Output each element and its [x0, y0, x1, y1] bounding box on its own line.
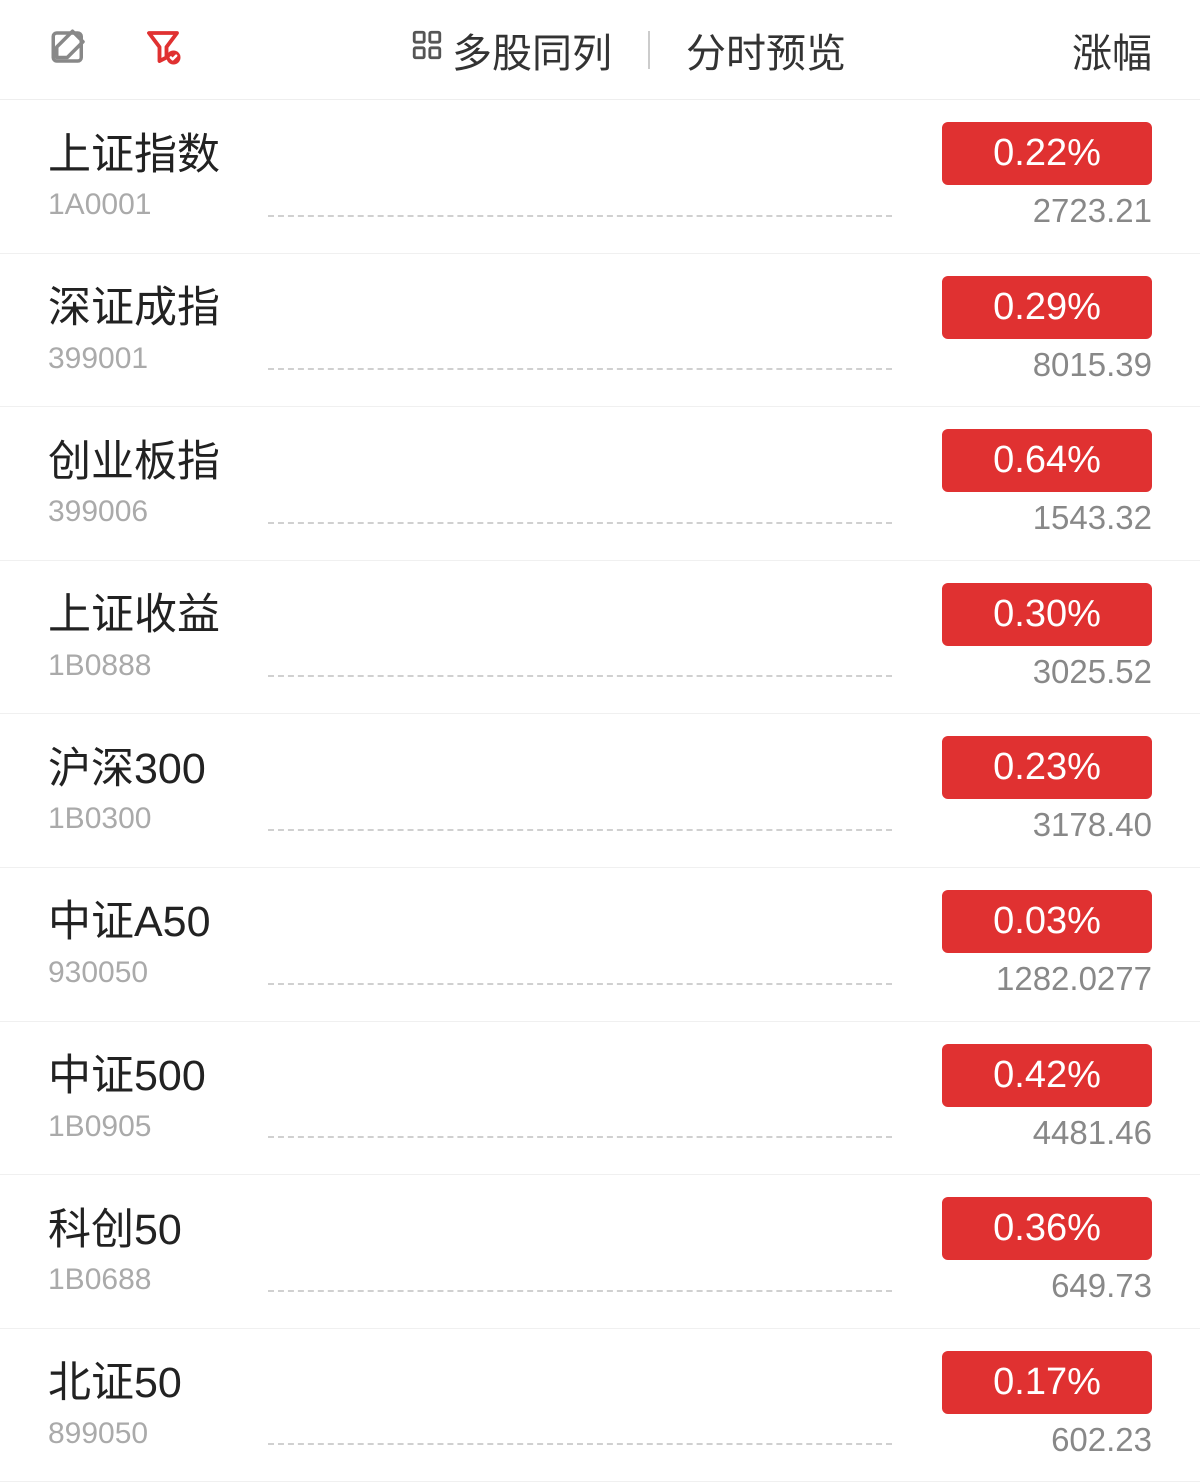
item-right: 0.30% 3025.52 — [912, 583, 1152, 692]
change-badge: 0.30% — [942, 583, 1152, 646]
dashed-line — [268, 368, 892, 370]
item-right: 0.17% 602.23 — [912, 1351, 1152, 1460]
index-value: 602.23 — [1051, 1420, 1152, 1460]
edit-icon[interactable] — [48, 26, 90, 73]
multi-stock-label: 多股同列 — [452, 21, 612, 79]
change-badge: 0.17% — [942, 1351, 1152, 1414]
list-item[interactable]: 中证A50 930050 0.03% 1282.0277 — [0, 868, 1200, 1022]
change-badge: 0.64% — [942, 429, 1152, 492]
filter-icon[interactable] — [142, 26, 184, 73]
index-code: 1B0688 — [48, 1262, 248, 1298]
index-value: 8015.39 — [1033, 345, 1152, 385]
item-left: 上证指数 1A0001 — [48, 130, 248, 224]
item-left: 创业板指 399006 — [48, 437, 248, 531]
list-item[interactable]: 上证指数 1A0001 0.22% 2723.21 — [0, 100, 1200, 254]
index-name: 北证50 — [48, 1358, 248, 1410]
item-right: 0.03% 1282.0277 — [912, 890, 1152, 999]
multi-stock-tab[interactable]: 多股同列 — [410, 21, 612, 79]
list-item[interactable]: 北证50 899050 0.17% 602.23 — [0, 1329, 1200, 1482]
dashed-line — [268, 1443, 892, 1445]
list-item[interactable]: 中证500 1B0905 0.42% 4481.46 — [0, 1022, 1200, 1176]
item-right: 0.23% 3178.40 — [912, 736, 1152, 845]
index-code: 1B0888 — [48, 648, 248, 684]
index-value: 1282.0277 — [996, 959, 1152, 999]
item-left: 北证50 899050 — [48, 1358, 248, 1452]
dashed-line — [268, 1136, 892, 1138]
dashed-line — [268, 829, 892, 831]
dashed-line — [268, 522, 892, 524]
item-right: 0.42% 4481.46 — [912, 1044, 1152, 1153]
list-item[interactable]: 创业板指 399006 0.64% 1543.32 — [0, 407, 1200, 561]
item-right: 0.64% 1543.32 — [912, 429, 1152, 538]
item-left: 深证成指 399001 — [48, 283, 248, 377]
index-code: 899050 — [48, 1416, 248, 1452]
index-name: 中证A50 — [48, 897, 248, 949]
index-name: 创业板指 — [48, 437, 248, 489]
index-value: 649.73 — [1051, 1266, 1152, 1306]
header-left — [48, 26, 184, 73]
list-item[interactable]: 上证收益 1B0888 0.30% 3025.52 — [0, 561, 1200, 715]
item-left: 中证500 1B0905 — [48, 1051, 248, 1145]
index-name: 深证成指 — [48, 283, 248, 335]
index-name: 科创50 — [48, 1205, 248, 1257]
index-name: 上证收益 — [48, 590, 248, 642]
item-right: 0.36% 649.73 — [912, 1197, 1152, 1306]
list-item[interactable]: 沪深300 1B0300 0.23% 3178.40 — [0, 714, 1200, 868]
index-value: 3178.40 — [1033, 805, 1152, 845]
item-left: 上证收益 1B0888 — [48, 590, 248, 684]
index-value: 1543.32 — [1033, 498, 1152, 538]
index-code: 1B0905 — [48, 1109, 248, 1145]
dashed-line — [268, 215, 892, 217]
index-code: 1B0300 — [48, 801, 248, 837]
index-value: 4481.46 — [1033, 1113, 1152, 1153]
item-right: 0.22% 2723.21 — [912, 122, 1152, 231]
dashed-line — [268, 983, 892, 985]
change-badge: 0.29% — [942, 276, 1152, 339]
index-code: 1A0001 — [48, 187, 248, 223]
preview-label: 分时预览 — [686, 21, 846, 79]
item-right: 0.29% 8015.39 — [912, 276, 1152, 385]
sort-label: 涨幅 — [1072, 32, 1152, 76]
vertical-divider — [648, 31, 650, 69]
header-bar: 多股同列 分时预览 涨幅 — [0, 0, 1200, 100]
index-name: 中证500 — [48, 1051, 248, 1103]
list-item[interactable]: 深证成指 399001 0.29% 8015.39 — [0, 254, 1200, 408]
index-code: 399006 — [48, 494, 248, 530]
index-value: 2723.21 — [1033, 191, 1152, 231]
index-code: 399001 — [48, 341, 248, 377]
change-badge: 0.36% — [942, 1197, 1152, 1260]
item-left: 科创50 1B0688 — [48, 1205, 248, 1299]
index-name: 沪深300 — [48, 744, 248, 796]
dashed-line — [268, 675, 892, 677]
change-badge: 0.23% — [942, 736, 1152, 799]
item-left: 沪深300 1B0300 — [48, 744, 248, 838]
grid-icon — [410, 27, 452, 72]
item-left: 中证A50 930050 — [48, 897, 248, 991]
index-name: 上证指数 — [48, 130, 248, 182]
list-item[interactable]: 科创50 1B0688 0.36% 649.73 — [0, 1175, 1200, 1329]
dashed-line — [268, 1290, 892, 1292]
change-badge: 0.42% — [942, 1044, 1152, 1107]
index-code: 930050 — [48, 955, 248, 991]
sort-button[interactable]: 涨幅 — [1072, 21, 1152, 79]
index-value: 3025.52 — [1033, 652, 1152, 692]
change-badge: 0.22% — [942, 122, 1152, 185]
index-list: 上证指数 1A0001 0.22% 2723.21 深证成指 399001 0.29% 801… — [0, 100, 1200, 1482]
preview-tab[interactable]: 分时预览 — [686, 21, 846, 79]
header-center: 多股同列 分时预览 — [184, 21, 1072, 79]
change-badge: 0.03% — [942, 890, 1152, 953]
